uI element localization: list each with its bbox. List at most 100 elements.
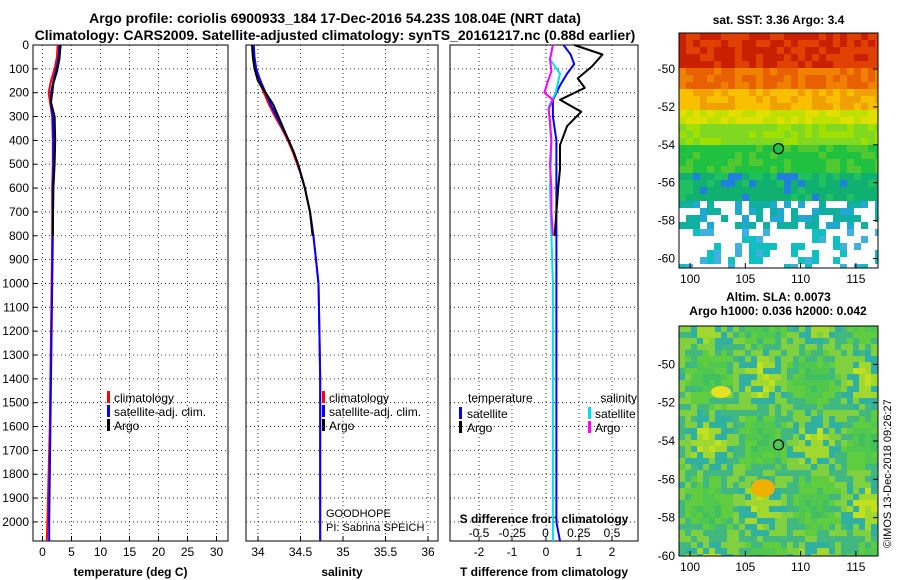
sla-cell — [835, 428, 841, 434]
sla-cell — [859, 398, 865, 404]
sla-cell — [817, 368, 823, 374]
sst-cell — [693, 159, 700, 166]
sst-cell — [805, 47, 812, 54]
legend-swatch — [107, 391, 110, 403]
sla-cell — [805, 488, 811, 494]
sst-cell — [777, 229, 784, 236]
sst-cell — [693, 103, 700, 110]
sla-cell — [715, 350, 721, 356]
sla-cell — [709, 500, 715, 506]
sla-cell — [871, 458, 877, 464]
sla-cell — [709, 470, 715, 476]
sst-cell — [756, 201, 763, 208]
sst-cell — [868, 89, 875, 96]
legend-label: Argo — [114, 419, 140, 433]
sst-cell — [770, 89, 777, 96]
sla-cell — [841, 350, 847, 356]
sst-cell — [847, 47, 854, 54]
sla-cell — [817, 332, 823, 338]
sla-cell — [823, 482, 829, 488]
sla-cell — [757, 404, 763, 410]
sla-cell — [835, 362, 841, 368]
sla-cell — [793, 326, 799, 332]
sst-cell — [798, 40, 805, 47]
sst-cell — [826, 33, 833, 40]
sst-cell — [805, 33, 812, 40]
sla-cell — [757, 536, 763, 542]
sla-cell — [775, 440, 781, 446]
sst-cell — [798, 96, 805, 103]
sla-cell — [745, 548, 751, 554]
sst-cell — [812, 61, 819, 68]
sst-cell — [714, 222, 721, 229]
sst-cell — [721, 40, 728, 47]
sst-cell — [735, 145, 742, 152]
sst-cell — [728, 257, 735, 264]
sst-cell — [875, 124, 878, 131]
sst-cell — [728, 68, 735, 75]
sla-cell — [745, 368, 751, 374]
sst-cell — [833, 145, 840, 152]
sla-cell — [793, 344, 799, 350]
sla-cell — [733, 458, 739, 464]
sst-cell — [826, 68, 833, 75]
sla-cell — [727, 356, 733, 362]
sla-cell — [817, 344, 823, 350]
sst-cell — [735, 61, 742, 68]
sst-cell — [714, 208, 721, 215]
sla-cell — [685, 338, 691, 344]
y-tick-label: -60 — [658, 549, 676, 563]
sst-cell — [812, 243, 819, 250]
sst-cell — [777, 61, 784, 68]
sla-cell — [697, 428, 703, 434]
sla-cell — [739, 470, 745, 476]
sst-cell — [784, 159, 791, 166]
sla-cell — [847, 548, 853, 554]
sla-cell — [739, 386, 745, 392]
sla-cell — [679, 368, 685, 374]
sst-cell — [812, 82, 819, 89]
sst-cell — [840, 68, 847, 75]
sla-cell — [679, 428, 685, 434]
sla-cell — [799, 476, 805, 482]
sla-cell — [703, 326, 709, 332]
sla-cell — [733, 536, 739, 542]
sla-cell — [835, 518, 841, 524]
sst-cell — [798, 264, 805, 268]
y-tick-label: 800 — [9, 229, 29, 243]
sst-cell — [777, 103, 784, 110]
sla-cell — [763, 422, 769, 428]
sst-cell — [868, 250, 875, 257]
sla-cell — [871, 344, 877, 350]
sla-cell — [679, 392, 685, 398]
sla-cell — [769, 470, 775, 476]
sla-cell — [769, 368, 775, 374]
sst-cell — [777, 47, 784, 54]
sla-cell — [787, 326, 793, 332]
sla-cell — [823, 410, 829, 416]
sst-cell — [770, 117, 777, 124]
sst-cell — [833, 180, 840, 187]
sst-cell — [693, 68, 700, 75]
sst-cell — [840, 208, 847, 215]
sst-cell — [826, 124, 833, 131]
sla-cell — [721, 452, 727, 458]
sla-cell — [793, 386, 799, 392]
sst-cell — [693, 54, 700, 61]
sst-cell — [707, 61, 714, 68]
sla-cell — [763, 326, 769, 332]
difference-panel: -2 -1 0 1 2-0.5 -0.25 0 0.25 0.5S difference fro… — [449, 44, 639, 579]
sst-cell — [742, 166, 749, 173]
sla-cell — [793, 506, 799, 512]
sst-cell — [770, 96, 777, 103]
sla-cell — [871, 326, 877, 332]
sst-cell — [686, 131, 693, 138]
sla-cell — [703, 440, 709, 446]
sla-cell — [787, 416, 793, 422]
sla-cell — [781, 446, 787, 452]
sla-cell — [715, 338, 721, 344]
sla-cell — [847, 488, 853, 494]
sla-cell — [775, 404, 781, 410]
sla-cell — [865, 422, 871, 428]
sla-cell — [703, 512, 709, 518]
